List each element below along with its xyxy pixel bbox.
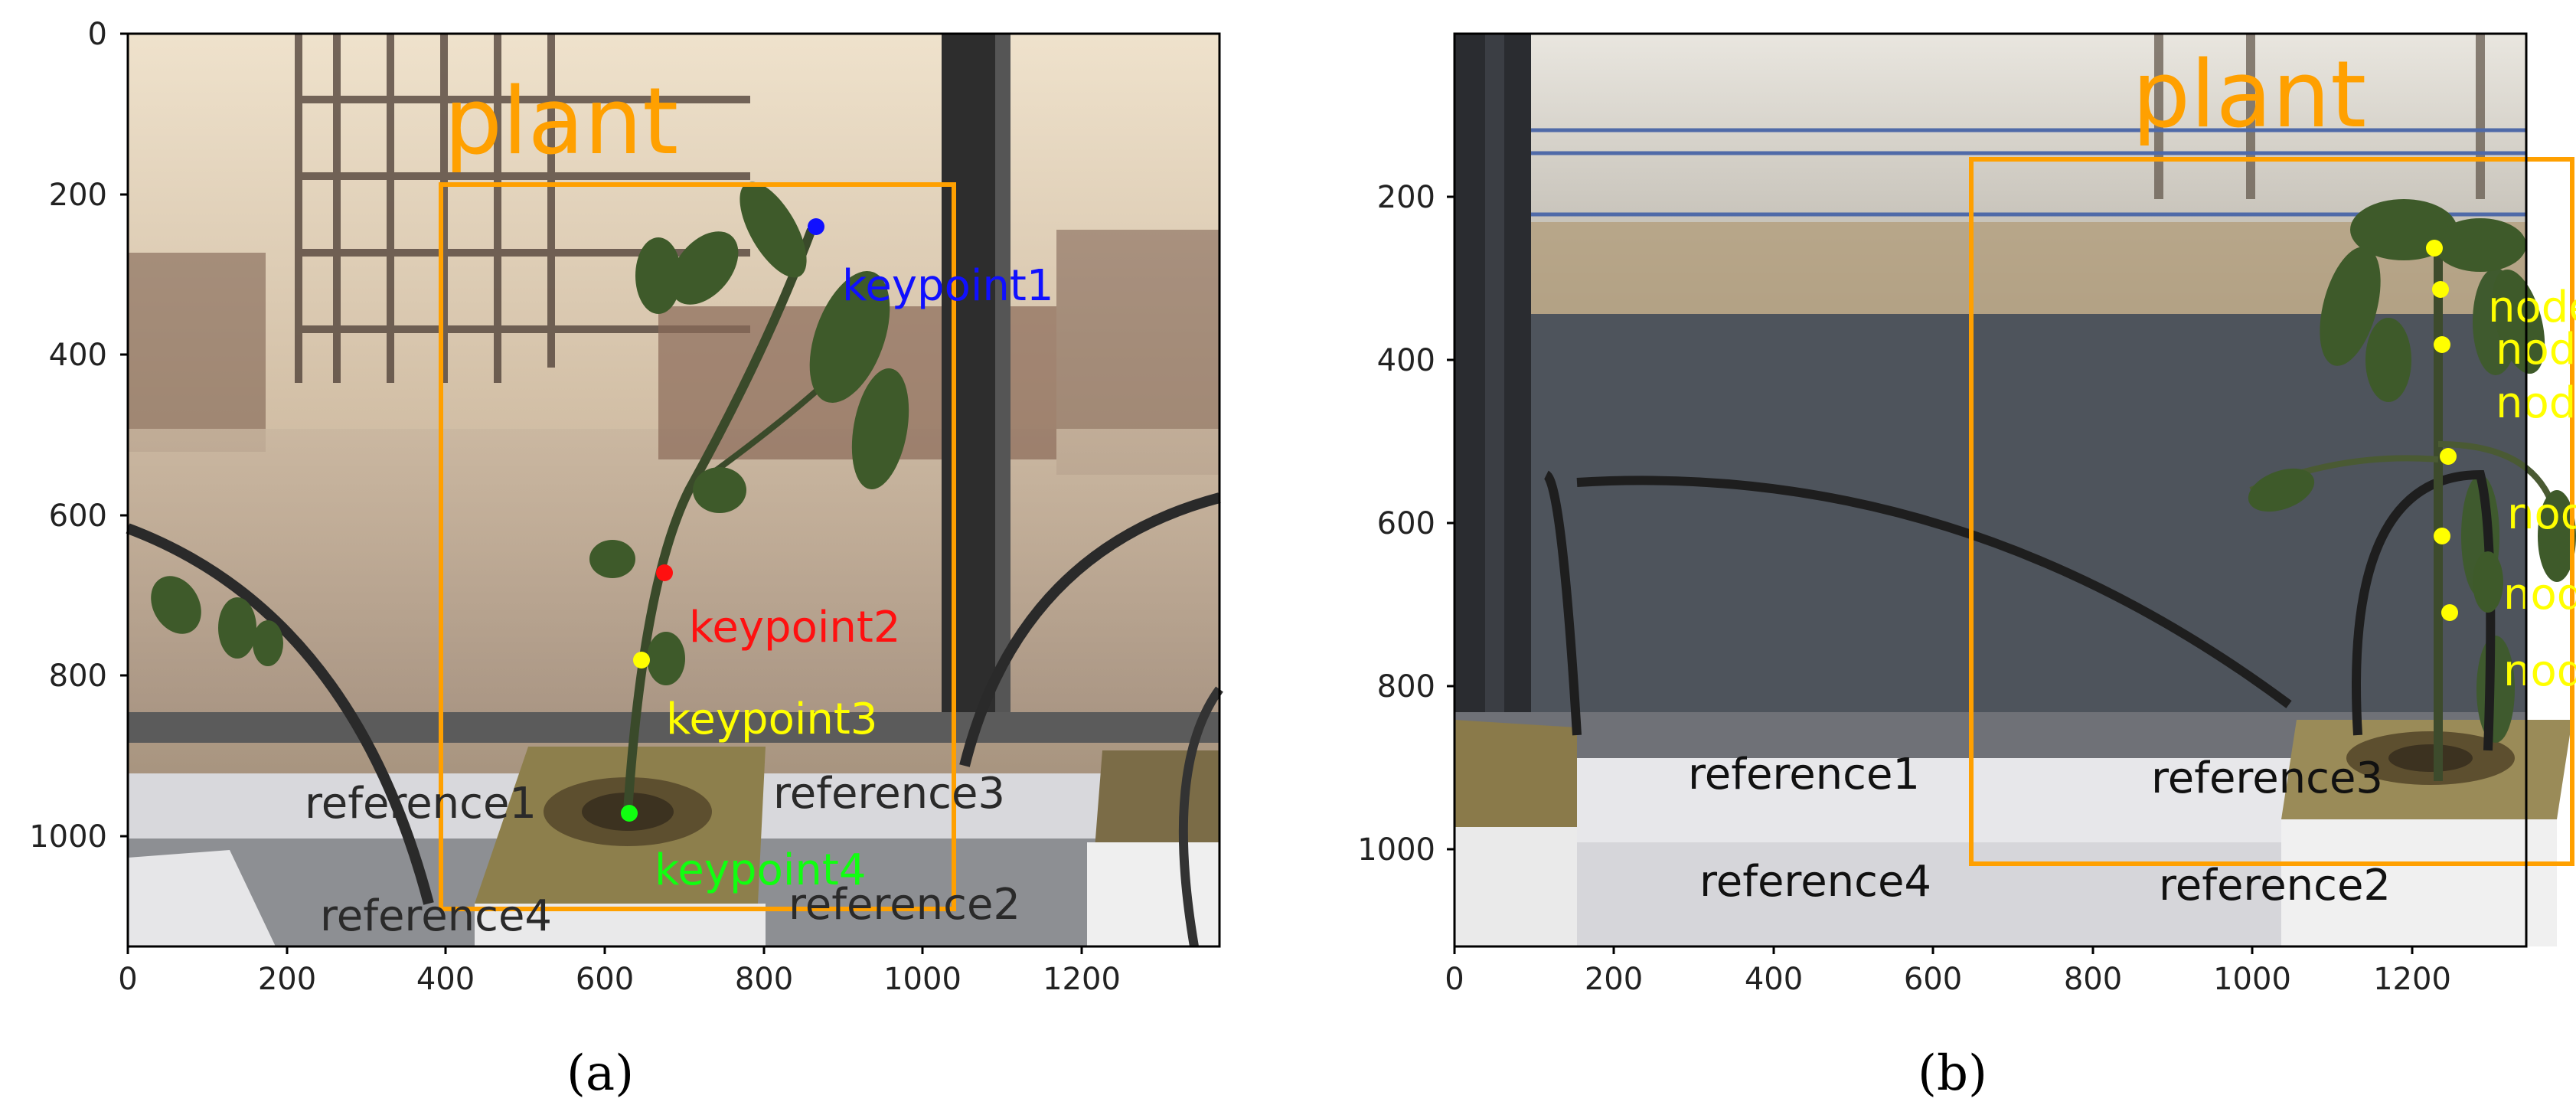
panel-a-x-axis: 0 200 400 600 800 1000 1200 [118, 946, 1121, 997]
reference1-label: reference1 [305, 779, 537, 829]
node-marker [2426, 240, 2443, 257]
node-label: node [2488, 283, 2576, 332]
keypoint2-label: keypoint2 [689, 603, 900, 652]
y-tick-label: 200 [1377, 180, 1435, 215]
panel-a-axes-frame [126, 32, 1221, 948]
node-marker [2441, 604, 2458, 621]
reference3-label: reference3 [2151, 754, 2383, 803]
x-tick-label: 600 [576, 962, 634, 997]
node-marker [2440, 448, 2457, 465]
y-tick-label: 600 [49, 499, 107, 534]
panel-b-x-axis: 0 200 400 600 800 1000 1200 [1445, 946, 2451, 997]
x-tick-label: 200 [258, 962, 316, 997]
node-marker [2432, 281, 2449, 298]
reference1-label: reference1 [1688, 750, 1920, 799]
node-label: node [2507, 489, 2576, 539]
x-tick-label: 600 [1904, 962, 1962, 997]
x-tick-label: 1000 [883, 962, 962, 997]
reference2-label: reference2 [2159, 861, 2391, 910]
figure-panel-a: plant reference1 reference2 reference3 r… [0, 0, 1255, 1118]
reference2-label: reference2 [788, 880, 1020, 930]
panel-a-y-axis: 0 200 400 600 800 1000 [29, 17, 128, 855]
panel-b-y-axis: 200 400 600 800 1000 [1357, 180, 1455, 868]
keypoint4-label: keypoint4 [655, 845, 866, 895]
y-tick-label: 400 [1377, 343, 1435, 378]
keypoint3-label: keypoint3 [666, 695, 877, 744]
x-tick-label: 0 [1445, 962, 1464, 997]
y-tick-label: 200 [49, 178, 107, 213]
x-tick-label: 800 [735, 962, 793, 997]
node-marker [2434, 528, 2450, 544]
y-tick-label: 600 [1377, 506, 1435, 541]
x-tick-label: 1200 [2373, 962, 2451, 997]
y-tick-label: 400 [49, 338, 107, 373]
reference3-label: reference3 [773, 769, 1005, 819]
panel-b-caption: (b) [1918, 1045, 1987, 1102]
x-tick-label: 1000 [2213, 962, 2291, 997]
keypoint4-marker [621, 805, 638, 822]
panel-b-photo [1455, 34, 2572, 946]
plant-bounding-box [439, 182, 956, 911]
node-label: node [2496, 378, 2576, 428]
y-tick-label: 0 [88, 17, 107, 52]
panel-b-axes-frame [1453, 32, 2528, 948]
node-annotations: node node node node node node [2426, 240, 2576, 696]
class-label-plant: plant [444, 69, 678, 175]
keypoint2-marker [656, 564, 673, 581]
y-tick-label: 1000 [1357, 832, 1435, 868]
panel-b-plot: plant node node node node node node refe… [1357, 32, 2576, 997]
panel-a-caption: (a) [566, 1045, 635, 1102]
x-tick-label: 400 [416, 962, 475, 997]
x-tick-label: 400 [1745, 962, 1803, 997]
node-label: node [2496, 325, 2576, 374]
keypoint3-marker [633, 652, 650, 669]
reference4-label: reference4 [320, 891, 552, 941]
reference4-label: reference4 [1699, 857, 1931, 907]
x-tick-label: 1200 [1043, 962, 1121, 997]
node-label: node [2503, 570, 2576, 619]
x-tick-label: 200 [1585, 962, 1643, 997]
panel-a-plot: plant reference1 reference2 reference3 r… [29, 17, 1223, 997]
class-label-plant: plant [2132, 42, 2366, 149]
keypoint1-marker [808, 218, 824, 235]
y-tick-label: 1000 [29, 819, 107, 855]
keypoint1-label: keypoint1 [842, 261, 1053, 311]
plant-bounding-box [1969, 157, 2574, 866]
x-tick-label: 0 [118, 962, 137, 997]
node-label: node [2503, 646, 2576, 696]
figure-panel-b: plant node node node node node node refe… [1347, 0, 2576, 1118]
y-tick-label: 800 [1377, 669, 1435, 704]
node-marker [2434, 336, 2450, 353]
y-tick-label: 800 [49, 659, 107, 694]
x-tick-label: 800 [2064, 962, 2122, 997]
